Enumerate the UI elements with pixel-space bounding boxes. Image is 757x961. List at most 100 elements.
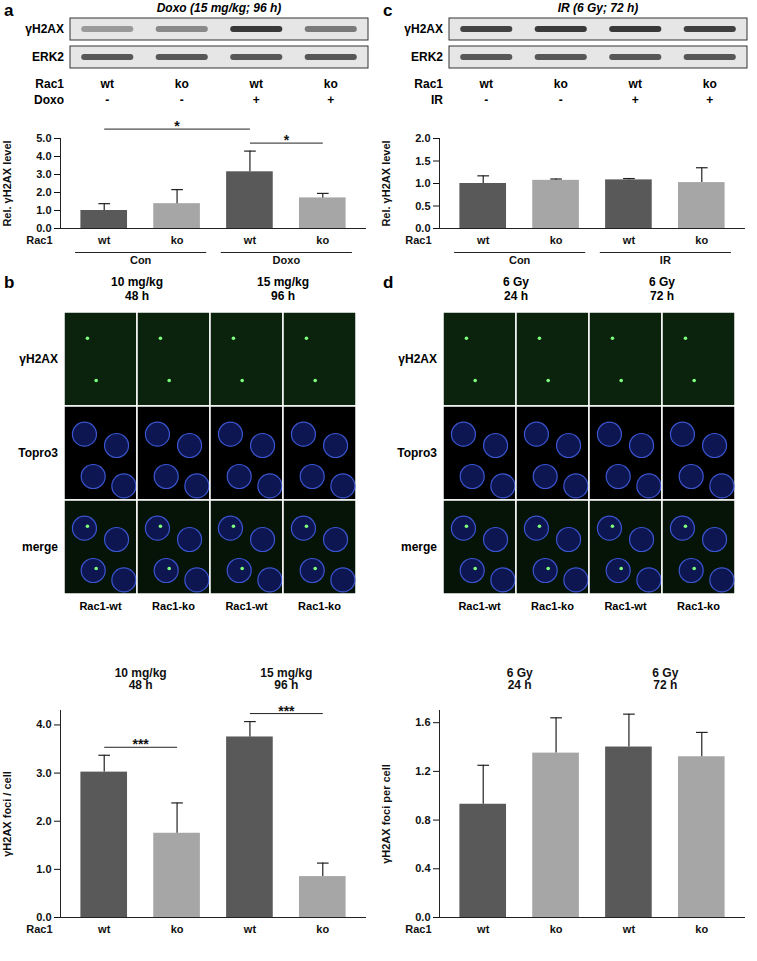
svg-text:4.0: 4.0 — [36, 718, 51, 730]
svg-text:0.0: 0.0 — [36, 911, 51, 923]
svg-text:γH2AX: γH2AX — [19, 352, 58, 366]
svg-text:-: - — [105, 93, 109, 107]
svg-text:-: - — [180, 93, 184, 107]
svg-text:wt: wt — [622, 923, 636, 935]
svg-text:γH2AX foci per cell: γH2AX foci per cell — [380, 764, 392, 864]
svg-text:*: * — [174, 118, 180, 134]
svg-text:d: d — [383, 273, 393, 292]
svg-text:ko: ko — [550, 923, 563, 935]
svg-text:Doxo: Doxo — [273, 254, 301, 266]
svg-text:6 Gy24 h: 6 Gy24 h — [507, 666, 533, 692]
svg-text:ko: ko — [175, 77, 189, 91]
svg-text:wt: wt — [249, 77, 263, 91]
svg-text:Rac1: Rac1 — [26, 923, 52, 935]
svg-text:wt: wt — [97, 923, 111, 935]
svg-text:Doxo: Doxo — [34, 93, 64, 107]
svg-text:ko: ko — [316, 234, 329, 246]
svg-text:c: c — [383, 1, 392, 20]
svg-text:6 Gy: 6 Gy — [503, 275, 529, 289]
svg-text:Con: Con — [509, 254, 531, 266]
svg-text:γH2AX: γH2AX — [398, 352, 437, 366]
svg-text:1.0: 1.0 — [415, 177, 430, 189]
svg-text:Topro3: Topro3 — [397, 446, 437, 460]
svg-text:10 mg/kg: 10 mg/kg — [111, 275, 163, 289]
svg-text:Rac1-wt: Rac1-wt — [225, 600, 268, 612]
svg-text:10 mg/kg48 h: 10 mg/kg48 h — [115, 666, 167, 692]
svg-text:1.0: 1.0 — [36, 204, 51, 216]
svg-text:ko: ko — [550, 234, 563, 246]
svg-text:ko: ko — [316, 923, 329, 935]
svg-text:Rel. γH2AX level: Rel. γH2AX level — [1, 140, 13, 226]
svg-text:1.6: 1.6 — [415, 716, 430, 728]
svg-text:ko: ko — [324, 77, 338, 91]
svg-text:+: + — [706, 93, 713, 107]
svg-text:+: + — [327, 93, 334, 107]
svg-text:ko: ko — [695, 923, 708, 935]
svg-text:1.0: 1.0 — [36, 863, 51, 875]
svg-text:wt: wt — [476, 923, 490, 935]
svg-text:a: a — [4, 1, 14, 20]
svg-text:Rac1: Rac1 — [35, 77, 64, 91]
svg-text:Rac1-wt: Rac1-wt — [604, 600, 647, 612]
svg-text:Rac1-ko: Rac1-ko — [152, 600, 195, 612]
svg-text:Rac1-ko: Rac1-ko — [298, 600, 341, 612]
svg-text:15 mg/kg: 15 mg/kg — [257, 275, 309, 289]
svg-text:0.0: 0.0 — [415, 911, 430, 923]
svg-text:5.0: 5.0 — [36, 132, 51, 144]
svg-text:ERK2: ERK2 — [411, 50, 443, 64]
svg-text:+: + — [253, 93, 260, 107]
svg-text:0.0: 0.0 — [415, 222, 430, 234]
svg-text:2.0: 2.0 — [415, 132, 430, 144]
svg-text:1.2: 1.2 — [415, 765, 430, 777]
svg-text:γH2AX foci / cell: γH2AX foci / cell — [1, 771, 13, 857]
svg-text:ko: ko — [695, 234, 708, 246]
svg-text:wt: wt — [97, 234, 111, 246]
svg-text:wt: wt — [243, 923, 257, 935]
svg-text:ko: ko — [554, 77, 568, 91]
svg-text:ERK2: ERK2 — [32, 50, 64, 64]
svg-text:Rac1-wt: Rac1-wt — [458, 600, 501, 612]
svg-text:merge: merge — [22, 540, 58, 554]
svg-text:IR: IR — [660, 254, 671, 266]
svg-text:wt: wt — [622, 234, 636, 246]
svg-text:0.5: 0.5 — [415, 200, 430, 212]
svg-text:Con: Con — [130, 254, 152, 266]
svg-text:3.0: 3.0 — [36, 168, 51, 180]
svg-text:Rac1-ko: Rac1-ko — [677, 600, 720, 612]
svg-text:Topro3: Topro3 — [18, 446, 58, 460]
svg-text:0.0: 0.0 — [36, 222, 51, 234]
svg-text:Rac1-ko: Rac1-ko — [531, 600, 574, 612]
svg-text:wt: wt — [243, 234, 257, 246]
svg-text:***: *** — [132, 736, 149, 752]
svg-text:Rac1: Rac1 — [405, 234, 431, 246]
svg-text:2.0: 2.0 — [36, 815, 51, 827]
svg-text:+: + — [632, 93, 639, 107]
svg-text:ko: ko — [171, 234, 184, 246]
svg-text:Rac1: Rac1 — [414, 77, 443, 91]
svg-text:*: * — [284, 132, 290, 148]
svg-text:wt: wt — [476, 234, 490, 246]
svg-text:2.0: 2.0 — [36, 186, 51, 198]
svg-text:γH2AX: γH2AX — [404, 22, 443, 36]
svg-text:Rac1-wt: Rac1-wt — [79, 600, 122, 612]
svg-text:1.5: 1.5 — [415, 155, 430, 167]
svg-text:IR (6 Gy; 72 h): IR (6 Gy; 72 h) — [558, 1, 639, 15]
svg-text:wt: wt — [100, 77, 114, 91]
svg-text:merge: merge — [401, 540, 437, 554]
svg-text:IR: IR — [431, 93, 443, 107]
svg-text:72 h: 72 h — [650, 289, 674, 303]
svg-text:-: - — [559, 93, 563, 107]
svg-text:wt: wt — [628, 77, 642, 91]
svg-text:***: *** — [278, 703, 295, 719]
svg-text:b: b — [4, 273, 14, 292]
svg-text:48 h: 48 h — [125, 289, 149, 303]
svg-text:0.8: 0.8 — [415, 814, 430, 826]
svg-text:6 Gy: 6 Gy — [649, 275, 675, 289]
svg-text:γH2AX: γH2AX — [25, 22, 64, 36]
svg-text:Rel. γH2AX level: Rel. γH2AX level — [380, 140, 392, 226]
svg-text:96 h: 96 h — [271, 289, 295, 303]
svg-text:3.0: 3.0 — [36, 767, 51, 779]
svg-text:6 Gy72 h: 6 Gy72 h — [652, 666, 678, 692]
svg-text:4.0: 4.0 — [36, 150, 51, 162]
svg-text:Rac1: Rac1 — [405, 923, 431, 935]
